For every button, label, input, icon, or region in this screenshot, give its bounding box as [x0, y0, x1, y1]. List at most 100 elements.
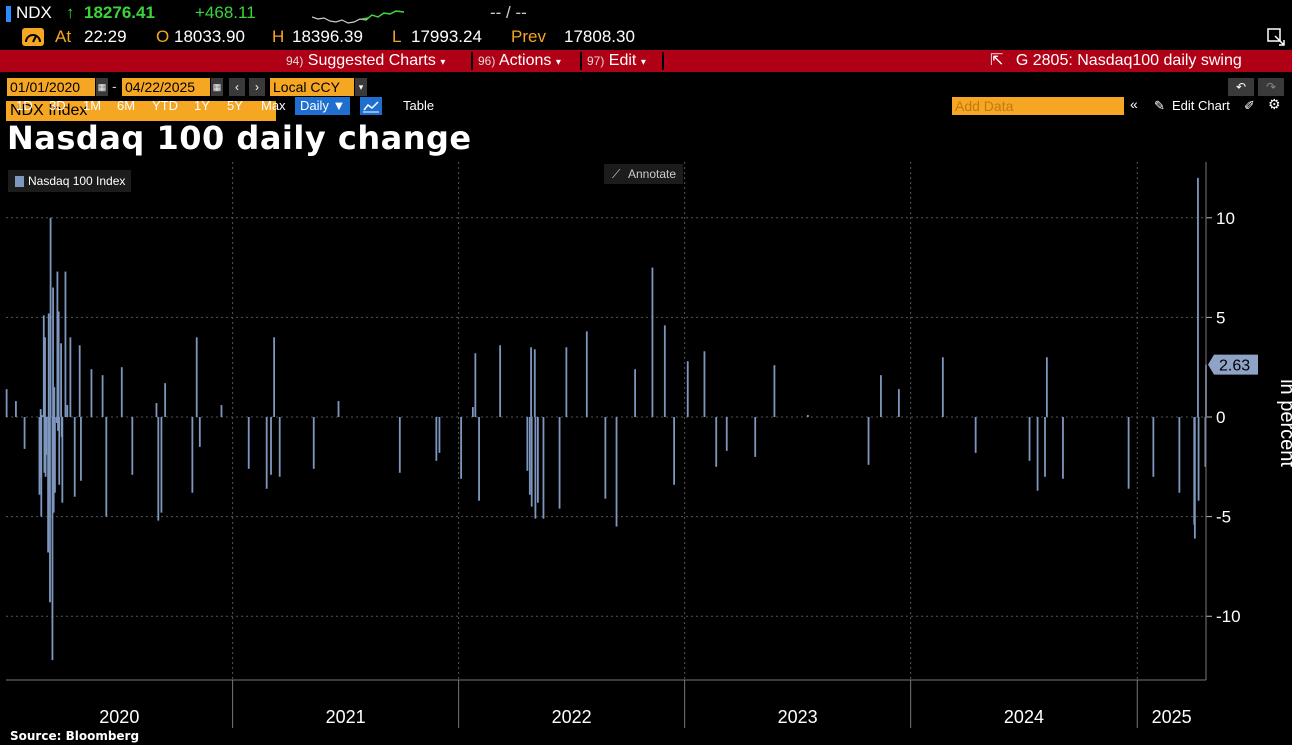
- sparkline-icon: [312, 10, 404, 24]
- collapse-icon[interactable]: «: [1130, 96, 1138, 112]
- add-data-input[interactable]: Add Data: [952, 97, 1124, 115]
- pencil-icon[interactable]: ✎: [1154, 98, 1165, 113]
- at-time: 22:29: [84, 27, 127, 46]
- bar: [160, 417, 163, 513]
- bar: [55, 417, 58, 423]
- gear-icon[interactable]: ⚙: [1268, 96, 1281, 112]
- legend[interactable]: Nasdaq 100 Index: [8, 170, 132, 192]
- bar: [270, 417, 272, 475]
- bar: [725, 417, 728, 451]
- redo-icon[interactable]: ↷: [1258, 78, 1284, 96]
- bar: [73, 417, 76, 497]
- bar: [673, 417, 676, 485]
- bar: [164, 383, 167, 418]
- bar: [686, 361, 689, 418]
- bar: [23, 417, 26, 449]
- bar: [530, 417, 533, 507]
- bar: [1197, 417, 1200, 501]
- bar: [60, 343, 63, 418]
- bar: [565, 347, 568, 418]
- frequency-select[interactable]: Daily ▼: [295, 97, 351, 115]
- bar: [265, 417, 268, 489]
- bar: [460, 417, 463, 479]
- bar: [478, 417, 480, 501]
- bar: [39, 409, 42, 418]
- expand-icon[interactable]: [1266, 27, 1286, 47]
- actions-label: Actions: [498, 52, 552, 69]
- chart-code-label: G 2805: Nasdaq100 daily swing: [1015, 52, 1242, 69]
- range-dash: -: [112, 78, 117, 94]
- period-1m[interactable]: 1M: [83, 98, 102, 113]
- bar: [53, 387, 56, 418]
- bar: [64, 271, 67, 418]
- bar: [195, 337, 198, 418]
- last-value-label: 2.63: [1219, 358, 1250, 375]
- security-input[interactable]: NDX Index: [6, 101, 276, 121]
- period-row: 1D 3D 1M 6M YTD 1Y 5Y Max Daily ▼ Table …: [0, 96, 1292, 117]
- high-label: H: [272, 27, 285, 46]
- up-arrow-icon: ↑: [66, 3, 75, 22]
- period-1d[interactable]: 1D: [16, 98, 33, 113]
- table-button[interactable]: Table: [403, 98, 435, 113]
- axes: 10 5 0 -5 -10 2020 2021 2022 2023 2024 2025 2.63 in …: [6, 162, 1292, 728]
- ticker-marker: [6, 6, 11, 22]
- bar: [337, 401, 340, 418]
- bar: [44, 337, 46, 418]
- bar: [15, 401, 17, 418]
- period-3d[interactable]: 3D: [49, 98, 66, 113]
- bar: [131, 417, 134, 475]
- y-tick-label: 5: [1216, 308, 1225, 327]
- bar: [651, 267, 654, 418]
- actions-menu[interactable]: 96) Actions ▾: [478, 50, 561, 72]
- bar: [471, 407, 474, 418]
- bar: [528, 417, 531, 495]
- edit-icon[interactable]: ✐: [1244, 98, 1255, 113]
- bar: [542, 417, 545, 519]
- bar: [101, 375, 104, 418]
- period-ytd[interactable]: YTD: [152, 98, 178, 113]
- calendar-icon[interactable]: ▦: [211, 78, 223, 96]
- bar: [974, 417, 977, 453]
- end-date-input[interactable]: 04/22/2025: [122, 78, 210, 96]
- suggested-charts-menu[interactable]: 94) Suggested Charts ▾: [286, 50, 445, 72]
- bar: [57, 417, 59, 431]
- prev-range-button[interactable]: ‹: [229, 78, 245, 96]
- currency-select[interactable]: Local CCY: [270, 78, 354, 96]
- period-6m[interactable]: 6M: [117, 98, 136, 113]
- annotate-button[interactable]: ⟋ Annotate: [604, 164, 684, 184]
- period-5y[interactable]: 5Y: [227, 98, 243, 113]
- bar: [1204, 417, 1207, 467]
- gauge-icon[interactable]: [22, 28, 44, 46]
- last-price: 18276.41: [84, 3, 155, 22]
- bar: [703, 351, 706, 418]
- edit-chart-button[interactable]: Edit Chart: [1172, 98, 1230, 113]
- bar: [941, 357, 944, 418]
- bar: [897, 389, 900, 418]
- start-date-input[interactable]: 01/01/2020: [7, 78, 95, 96]
- bar: [120, 367, 123, 418]
- chart-code[interactable]: ⇱ G 2805: Nasdaq100 daily swing: [990, 50, 1242, 72]
- bar: [867, 417, 870, 465]
- undo-icon[interactable]: ↶: [1228, 78, 1254, 96]
- x-tick-label: 2025: [1152, 707, 1192, 727]
- chevron-down-icon[interactable]: ▾: [355, 78, 367, 96]
- bar: [715, 417, 718, 467]
- bar: [499, 345, 502, 418]
- legend-swatch: [15, 176, 24, 187]
- bar: [51, 417, 54, 661]
- bar: [41, 415, 43, 418]
- bar: [157, 417, 160, 521]
- line-chart-icon[interactable]: [360, 97, 382, 115]
- period-max[interactable]: Max: [261, 98, 286, 113]
- period-1y[interactable]: 1Y: [194, 98, 210, 113]
- next-range-button[interactable]: ›: [249, 78, 265, 96]
- x-tick-label: 2022: [552, 707, 592, 727]
- function-toolbar: NDX Index 94) Suggested Charts ▾ 96) Act…: [0, 50, 1292, 121]
- ohlc-row: At 22:29 O 18033.90 H 18396.39 L 17993.2…: [0, 27, 1292, 49]
- bar: [278, 417, 281, 477]
- bar: [52, 417, 55, 513]
- edit-menu[interactable]: 97) Edit ▾: [587, 50, 646, 72]
- y-tick-label: 0: [1216, 408, 1225, 427]
- bar: [69, 337, 72, 418]
- calendar-icon[interactable]: ▦: [96, 78, 108, 96]
